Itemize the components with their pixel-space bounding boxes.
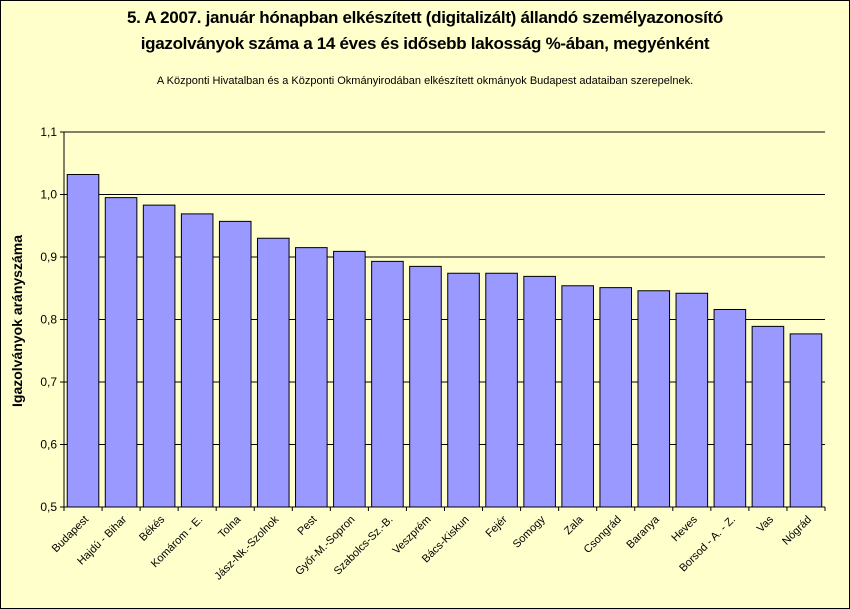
x-tick-label: Jász-Nk.-Szolnok	[212, 513, 281, 582]
chart-title-line-1: 5. A 2007. január hónapban elkészített (…	[127, 8, 723, 27]
bar	[333, 250, 366, 508]
x-tick-label: Heves	[669, 513, 700, 544]
bar	[675, 292, 709, 508]
bar	[66, 174, 100, 508]
y-tick-label: 0,8	[40, 313, 57, 327]
x-tick-label: Csongrád	[582, 514, 624, 556]
bar	[523, 275, 556, 508]
bar	[371, 260, 404, 508]
y-tick-label: 0,6	[40, 438, 57, 452]
bar	[409, 265, 442, 508]
x-tick-label: Nógrád	[780, 514, 814, 548]
x-tick-label: Zala	[562, 513, 586, 537]
bar	[104, 197, 138, 508]
x-tick-label: Baranya	[624, 513, 662, 551]
x-tick-label: Vas	[755, 513, 777, 535]
y-tick-label: 0,7	[40, 375, 57, 389]
y-tick-label: 0,5	[40, 500, 57, 514]
bar	[561, 285, 594, 508]
bar	[599, 287, 633, 508]
x-tick-label: Somogy	[511, 513, 548, 550]
y-tick-label: 1,0	[40, 188, 57, 202]
bar	[789, 333, 823, 508]
bar	[637, 290, 671, 508]
x-tick-label: Fejér	[483, 513, 509, 539]
bar	[256, 237, 290, 508]
y-tick-label: 1,1	[40, 125, 57, 139]
bar	[218, 220, 252, 508]
bar	[447, 272, 480, 508]
bar	[180, 213, 214, 508]
y-tick-label: 0,9	[40, 250, 57, 264]
chart-subtitle: A Központi Hivatalban és a Központi Okmá…	[156, 75, 694, 87]
bar	[295, 247, 328, 508]
bar	[142, 204, 176, 508]
chart-title-line-2: igazolványok száma a 14 éves és idősebb …	[140, 34, 710, 53]
bar	[751, 325, 785, 508]
x-tick-label: Pest	[295, 514, 319, 538]
bar	[485, 272, 518, 508]
bar	[713, 309, 747, 508]
x-tick-label: Békés	[137, 513, 167, 543]
x-tick-label: Tolna	[216, 513, 244, 541]
